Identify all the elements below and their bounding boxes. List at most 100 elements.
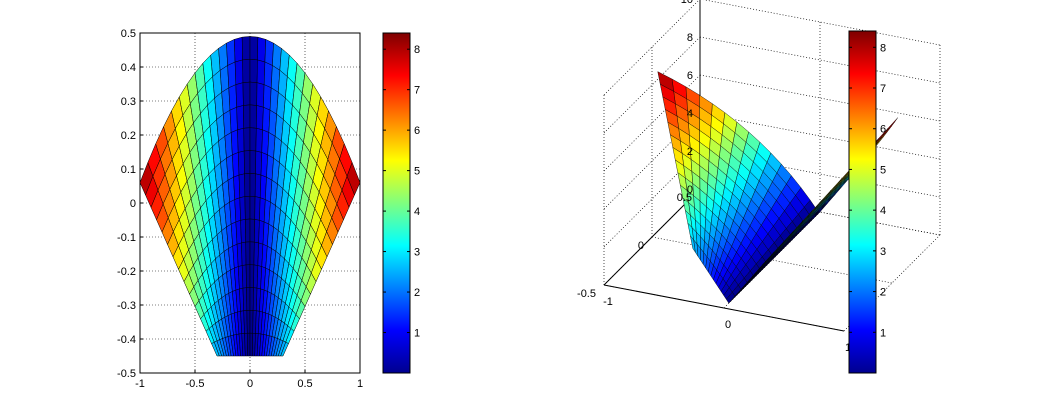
right-x-tick-label: 0	[725, 319, 731, 331]
surface-patch	[241, 36, 251, 61]
surface-patch	[235, 82, 244, 108]
right-colorbar-tick-label: 4	[880, 205, 886, 217]
right-colorbar-tick-labels: 1 2 3 4 5 6 7 8	[849, 42, 886, 339]
left-y-tick-label: 0	[130, 198, 136, 210]
right-y-tick-label: 0.5	[677, 192, 692, 204]
surface-patch	[233, 174, 241, 200]
left-colorbar-tick-labels: 1 2 3 4 5 6 7 8	[383, 44, 420, 340]
surface-patch	[249, 195, 256, 220]
right-colorbar-tick-label: 1	[880, 327, 886, 339]
surface-patch	[249, 58, 258, 83]
surface-patch	[241, 264, 247, 289]
surface-patch	[257, 36, 266, 63]
left-y-tick-label: 0.2	[121, 130, 136, 142]
surface-patch	[249, 150, 257, 175]
right-x-axis-line	[603, 284, 845, 332]
surface-patch	[241, 241, 247, 266]
left-colorbar-tick-label: 5	[414, 166, 420, 178]
surface-patch	[234, 59, 244, 85]
surface-patch	[245, 218, 251, 243]
left-colorbar-tick-label: 7	[414, 85, 420, 97]
right-z-tick-label: 8	[687, 32, 693, 44]
left-x-tick-label: -1	[135, 378, 145, 390]
surface-patch	[245, 241, 251, 266]
left-colorbar: 1 2 3 4 5 6 7 8	[382, 32, 420, 374]
left-y-tick-label: -0.2	[117, 266, 136, 278]
surface-patch	[226, 38, 236, 66]
surface-patch	[249, 81, 258, 106]
left-y-tick-label: -0.5	[117, 368, 136, 380]
surface-patch	[232, 152, 240, 178]
left-y-tick-label: 0.3	[121, 96, 136, 108]
left-x-tick-label: 0.5	[297, 378, 312, 390]
surface-patch	[242, 81, 251, 106]
left-y-tick-label: -0.1	[117, 232, 136, 244]
surface-patch	[243, 104, 251, 129]
left-colorbar-gradient	[382, 32, 411, 374]
surface-patch	[244, 173, 251, 197]
surface-patch	[246, 310, 251, 334]
right-z-tick-label: 0	[687, 184, 693, 196]
surface-patch	[234, 36, 243, 63]
surface-patch	[264, 38, 274, 66]
surface-patch	[229, 106, 238, 133]
left-x-tick-labels: -1 -0.5 0 0.5 1	[135, 378, 363, 390]
surface-patch	[249, 241, 255, 266]
surface-patch	[246, 332, 251, 357]
left-y-tick-label: 0.4	[121, 62, 136, 74]
surface-patch	[237, 150, 245, 176]
surface-patch	[238, 173, 246, 198]
left-colorbar-tick-label: 3	[414, 247, 420, 259]
surface-patch	[228, 84, 237, 111]
surface-patch	[249, 127, 257, 152]
left-colorbar-tick-label: 6	[414, 125, 420, 137]
right-y-tick-label: -0.5	[577, 288, 596, 300]
surface-patch	[219, 65, 230, 93]
surface-patch	[246, 287, 251, 311]
right-colorbar-gradient	[848, 30, 877, 374]
left-colorbar-tick-label: 1	[414, 328, 420, 340]
surface-patch	[255, 127, 263, 153]
surface-patch	[249, 218, 255, 243]
left-colorbar-tick-label: 4	[414, 206, 420, 218]
left-surface	[139, 36, 361, 357]
right-z-tick-label: 4	[687, 108, 693, 120]
surface-patch	[243, 150, 251, 175]
surface-patch	[230, 129, 239, 156]
left-x-tick-label: 1	[357, 378, 363, 390]
surface-patch	[227, 61, 237, 89]
right-z-tick-label: 10	[681, 0, 693, 6]
surface-patch	[256, 59, 266, 85]
right-colorbar-tick-label: 6	[880, 124, 886, 136]
surface-patch	[249, 104, 257, 129]
surface-patch	[255, 150, 263, 176]
left-x-tick-label: -0.5	[186, 378, 205, 390]
right-z-tick-label: 2	[687, 146, 693, 158]
surface-patch	[263, 61, 273, 89]
left-colorbar-tick-label: 8	[414, 44, 420, 56]
left-y-tick-labels: -0.5 -0.4 -0.3 -0.2 -0.1 0 0.1 0.2 0.3 0.4 0.5	[117, 28, 136, 380]
surface-patch	[249, 36, 259, 61]
left-colorbar-tick-label: 2	[414, 287, 420, 299]
surface-patch	[242, 287, 248, 312]
left-axes: -1 -0.5 0 0.5 1 -0.5-0.4-0.3-0.2-0.100.10.20…	[117, 28, 363, 390]
right-x-tick-label: -1	[603, 296, 613, 308]
surface-patch	[243, 127, 251, 152]
surface-patch-3d	[885, 117, 898, 133]
surface-patch	[244, 195, 251, 220]
surface-patch	[245, 264, 251, 288]
right-colorbar-tick-label: 5	[880, 164, 886, 176]
right-y-tick-label: 0	[638, 240, 644, 252]
surface-patch	[221, 87, 231, 115]
surface-patch	[256, 105, 264, 131]
right-colorbar-tick-label: 8	[880, 42, 886, 54]
surface-patch	[239, 196, 246, 221]
right-x-tick-label: 1	[845, 342, 851, 354]
surface-patch	[256, 82, 265, 108]
surface-patch	[240, 219, 246, 244]
left-y-tick-label: -0.4	[117, 334, 136, 346]
right-colorbar: 1 2 3 4 5 6 7 8	[848, 30, 886, 374]
surface-patch	[249, 264, 255, 288]
right-colorbar-tick-label: 7	[880, 83, 886, 95]
